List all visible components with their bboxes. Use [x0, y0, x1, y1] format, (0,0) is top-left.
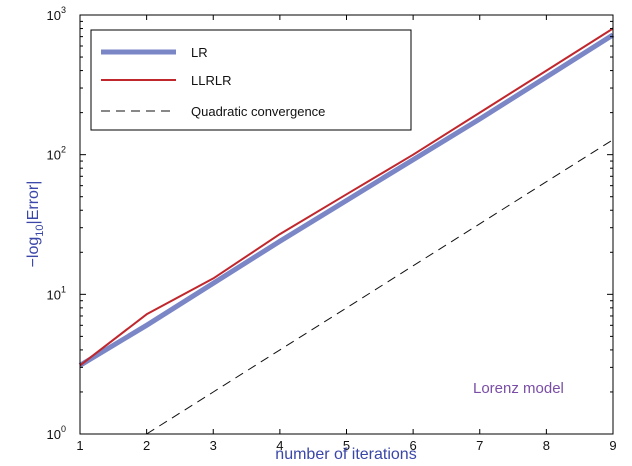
y-axis-title-post: |Error|	[25, 181, 42, 225]
x-tick-label: 9	[609, 438, 616, 453]
y-axis-title-sub: 10	[34, 224, 46, 236]
x-tick-label: 4	[276, 438, 283, 453]
series-line-0	[78, 32, 615, 368]
series-line-2	[146, 139, 614, 435]
model-annotation: Lorenz model	[473, 380, 564, 397]
x-tick-label: 8	[543, 438, 550, 453]
legend: LR LLRLR Quadratic convergence	[90, 29, 412, 131]
x-ticks: 1 2 3 4 5 6 7 8 9	[76, 15, 617, 453]
x-tick-label: 5	[343, 438, 350, 453]
x-tick-label: 3	[210, 438, 217, 453]
series-line-1	[79, 27, 614, 367]
legend-label-quadratic: Quadratic convergence	[191, 104, 325, 119]
y-ticks: 100 101 102 103	[47, 5, 613, 442]
x-tick-label: 1	[76, 438, 83, 453]
x-tick-label: 7	[476, 438, 483, 453]
y-tick-label: 102	[47, 145, 66, 163]
y-tick-label: 101	[47, 284, 66, 302]
x-axis-title: number of iterations	[275, 446, 416, 463]
x-tick-label: 2	[143, 438, 150, 453]
y-tick-label: 100	[47, 424, 66, 442]
legend-label-lr: LR	[191, 45, 208, 60]
y-tick-label: 103	[47, 5, 66, 23]
series-layer	[78, 27, 615, 435]
legend-label-llrlr: LLRLR	[191, 73, 231, 88]
y-axis-title-pre: −log	[25, 237, 42, 268]
y-axis-title: −log10|Error|	[25, 181, 46, 268]
x-tick-label: 6	[410, 438, 417, 453]
